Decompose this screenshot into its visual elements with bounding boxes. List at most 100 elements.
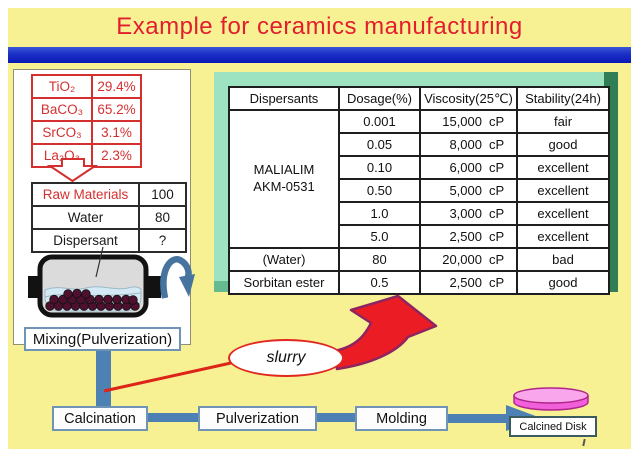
recipe-label-cell: Raw Materials — [31, 182, 140, 207]
stability-cell: bad — [516, 247, 610, 272]
viscosity-value: 2,500 — [449, 275, 482, 290]
table-row: 5.0 2,500 cP excellent — [229, 224, 610, 249]
viscosity-unit: cP — [489, 137, 505, 152]
table-row: 1.0 3,000 cP excellent — [229, 201, 610, 226]
dispersant-name-cell: (Water) — [228, 247, 340, 272]
compound-cell: TiO₂ — [31, 74, 93, 99]
stability-cell: excellent — [516, 224, 610, 249]
dispersant-group-cell: MALIALIM AKM-0531 — [228, 109, 340, 249]
viscosity-unit: cP — [489, 252, 505, 267]
flow-step-label: Pulverization — [215, 410, 299, 427]
slide-title: Example for ceramics manufacturing — [116, 13, 523, 40]
title-divider-bar — [8, 47, 631, 63]
mixing-step-box: Mixing(Pulverization) — [24, 327, 181, 351]
viscosity-value: 6,000 — [449, 160, 482, 175]
dosage-cell: 80 — [338, 247, 421, 272]
header-stability: Stability(24h) — [516, 86, 610, 111]
table-row: BaCO₃ 65.2% — [31, 97, 142, 122]
group-label-line1: MALIALIM — [253, 162, 315, 178]
flow-step-pulverization: Pulverization — [198, 406, 317, 431]
calcined-disk-label-box: Calcined Disk — [509, 416, 597, 437]
table-row: 0.10 6,000 cP excellent — [229, 155, 610, 180]
recipe-table: Raw Materials 100 Water 80 Dispersant ? — [31, 182, 187, 253]
flow-step-molding: Molding — [355, 406, 448, 431]
recipe-value-cell: ? — [138, 228, 187, 253]
flow-connector-2 — [316, 413, 356, 422]
percent-cell: 2.3% — [91, 143, 142, 168]
header-dispersants: Dispersants — [228, 86, 340, 111]
stability-cell: fair — [516, 109, 610, 134]
flow-step-label: Molding — [376, 410, 427, 427]
viscosity-cell: 3,000 cP — [419, 201, 518, 226]
table-row: SrCO₃ 3.1% — [31, 120, 142, 145]
recipe-value-cell: 80 — [138, 205, 187, 230]
percent-cell: 65.2% — [91, 97, 142, 122]
dispersant-name-cell: Sorbitan ester — [228, 270, 340, 295]
viscosity-unit: cP — [489, 275, 505, 290]
header-viscosity: Viscosity(25℃) — [419, 86, 518, 111]
percent-cell: 3.1% — [91, 120, 142, 145]
table-row: TiO₂ 29.4% — [31, 74, 142, 99]
table-header-row: Dispersants Dosage(%) Viscosity(25℃) Sta… — [228, 86, 610, 111]
viscosity-value: 2,500 — [449, 229, 482, 244]
dispersant-table-frame: Dispersants Dosage(%) Viscosity(25℃) Sta… — [214, 72, 618, 295]
viscosity-cell: 2,500 cP — [419, 224, 518, 249]
viscosity-unit: cP — [489, 183, 505, 198]
viscosity-cell: 5,000 cP — [419, 178, 518, 203]
table-row: 0.50 5,000 cP excellent — [229, 178, 610, 203]
viscosity-cell: 6,000 cP — [419, 155, 518, 180]
mixing-label: Mixing(Pulverization) — [32, 330, 173, 348]
stability-cell: excellent — [516, 178, 610, 203]
table-row: 0.05 8,000 cP good — [229, 132, 610, 157]
table-row: Water 80 — [31, 205, 187, 230]
dosage-cell: 0.50 — [338, 178, 421, 203]
viscosity-unit: cP — [489, 206, 505, 221]
recipe-label-cell: Dispersant — [31, 228, 140, 253]
compound-cell: BaCO₃ — [31, 97, 93, 122]
viscosity-value: 5,000 — [449, 183, 482, 198]
viscosity-cell: 2,500 cP — [419, 270, 518, 295]
table-row: MALIALIM AKM-0531 0.001 15,000 cP fair — [228, 109, 610, 249]
table-row: Dispersant ? — [31, 228, 187, 253]
viscosity-cell: 20,000 cP — [419, 247, 518, 272]
flow-step-label: Calcination — [64, 410, 136, 427]
compound-cell: La₂O₃ — [31, 143, 93, 168]
viscosity-unit: cP — [489, 114, 505, 129]
table-row: Raw Materials 100 — [31, 182, 187, 207]
recipe-label-cell: Water — [31, 205, 140, 230]
table-row: Sorbitan ester 0.5 2,500 cP good — [228, 270, 610, 295]
viscosity-unit: cP — [489, 229, 505, 244]
viscosity-value: 20,000 — [442, 252, 482, 267]
viscosity-cell: 8,000 cP — [419, 132, 518, 157]
viscosity-value: 8,000 — [449, 137, 482, 152]
calcined-disk-label: Calcined Disk — [519, 420, 587, 433]
stability-cell: excellent — [516, 201, 610, 226]
table-row: La₂O₃ 2.3% — [31, 143, 142, 168]
header-dosage: Dosage(%) — [338, 86, 421, 111]
table-row: (Water) 80 20,000 cP bad — [228, 247, 610, 272]
slurry-label: slurry — [266, 349, 306, 366]
recipe-value-cell: 100 — [138, 182, 187, 207]
dosage-cell: 0.05 — [338, 132, 421, 157]
flow-connector-vertical — [96, 350, 111, 408]
viscosity-unit: cP — [489, 160, 505, 175]
flow-connector-1 — [147, 413, 199, 422]
dosage-cell: 0.10 — [338, 155, 421, 180]
flow-step-calcination: Calcination — [52, 406, 148, 431]
stability-cell: good — [516, 132, 610, 157]
viscosity-cell: 15,000 cP — [419, 109, 518, 134]
dosage-cell: 1.0 — [338, 201, 421, 226]
viscosity-value: 15,000 — [442, 114, 482, 129]
composition-table: TiO₂ 29.4% BaCO₃ 65.2% SrCO₃ 3.1% La₂O₃ … — [31, 74, 142, 168]
group-label-line2: AKM-0531 — [253, 179, 315, 194]
dosage-cell: 5.0 — [338, 224, 421, 249]
stability-cell: good — [516, 270, 610, 295]
percent-cell: 29.4% — [91, 74, 142, 99]
stability-cell: excellent — [516, 155, 610, 180]
dispersant-table: Dispersants Dosage(%) Viscosity(25℃) Sta… — [228, 86, 610, 295]
dosage-cell: 0.001 — [338, 109, 421, 134]
viscosity-value: 3,000 — [449, 206, 482, 221]
slurry-ellipse: slurry — [228, 339, 344, 377]
dosage-cell: 0.5 — [338, 270, 421, 295]
